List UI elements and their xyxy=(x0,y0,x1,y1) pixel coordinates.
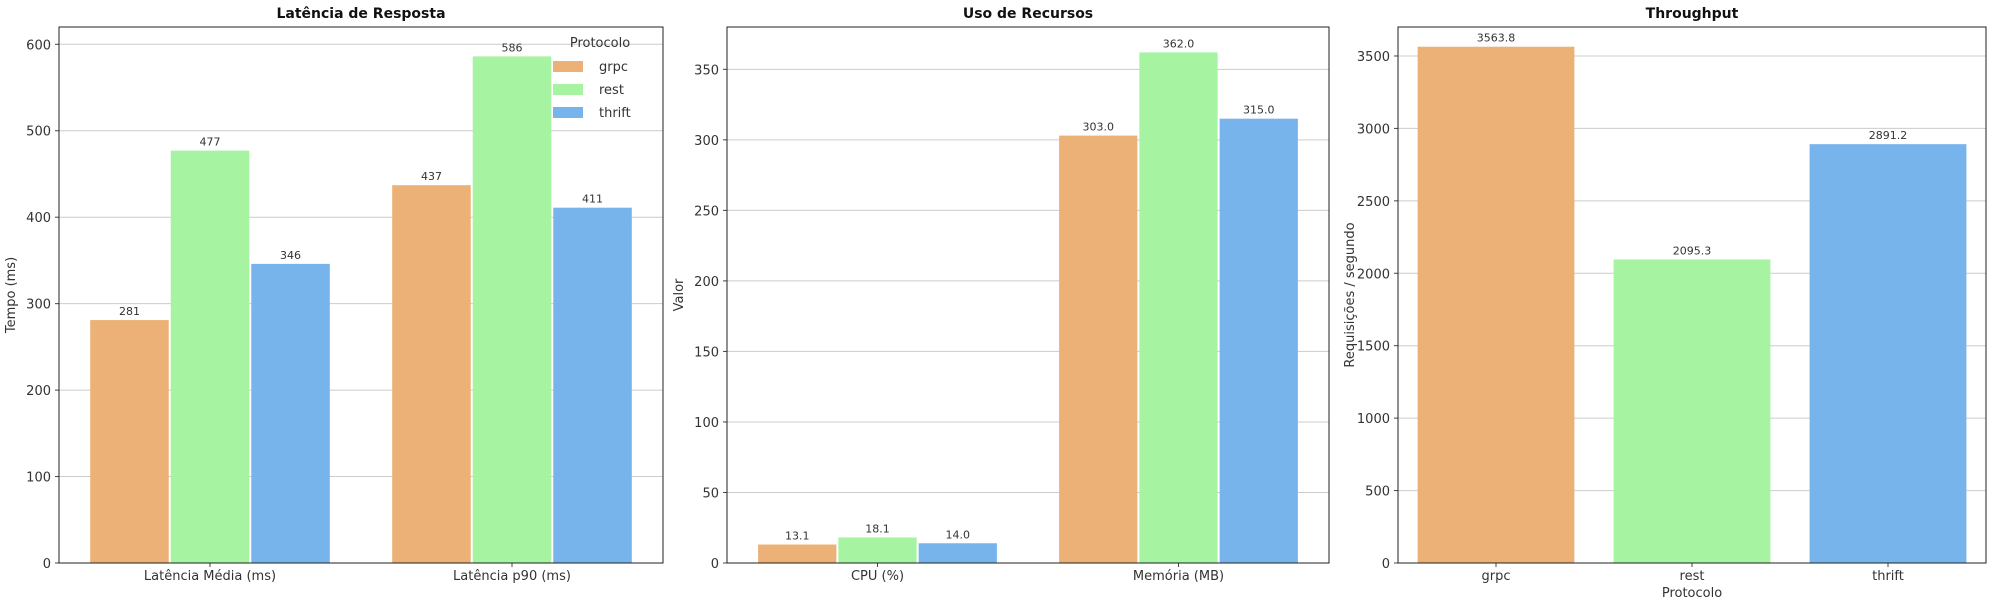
x-tick-label: Memória (MB) xyxy=(1133,569,1224,584)
y-tick-label: 100 xyxy=(26,471,51,486)
y-axis-label: Valor xyxy=(672,278,687,311)
y-tick-label: 300 xyxy=(694,134,719,149)
bar-value-label: 14.0 xyxy=(946,528,971,541)
y-tick-label: 150 xyxy=(694,345,719,360)
y-tick-label: 100 xyxy=(694,416,719,431)
y-tick-label: 2000 xyxy=(1357,267,1390,282)
chart-title: Latência de Resposta xyxy=(276,6,445,22)
bar-grpc xyxy=(1417,46,1575,564)
y-tick-label: 0 xyxy=(1382,557,1390,572)
y-tick-label: 350 xyxy=(694,63,719,78)
bar-value-label: 281 xyxy=(119,305,140,318)
bar-value-label: 13.1 xyxy=(785,530,810,543)
chart-panel-1: 0 100 200 300 400 500 600 281 437 477 586 346 411 Lat… xyxy=(4,6,664,584)
legend-label-thrift: thrift xyxy=(599,106,631,121)
chart-panel-2: 0 50 100 150 200 250 300 350 13.1 303.0 18.1 362.0 1… xyxy=(672,6,1330,584)
bar-value-label: 437 xyxy=(421,170,442,183)
y-tick-label: 3000 xyxy=(1357,122,1390,137)
y-tick-label: 300 xyxy=(26,298,51,313)
bar-value-label: 2095.3 xyxy=(1673,244,1712,257)
legend-swatch-thrift xyxy=(553,107,583,118)
y-tick-label: 500 xyxy=(1365,485,1390,500)
bar-thrift xyxy=(1809,144,1967,564)
bar-thrift xyxy=(251,263,330,563)
y-tick-label: 2500 xyxy=(1357,195,1390,210)
bar-value-label: 303.0 xyxy=(1082,121,1114,134)
chart-title: Throughput xyxy=(1646,6,1739,22)
bar-rest xyxy=(472,56,552,563)
y-tick-label: 400 xyxy=(26,211,51,226)
x-tick-label: Latência p90 (ms) xyxy=(453,569,571,584)
plot-frame xyxy=(1397,26,1987,564)
y-tick-label: 200 xyxy=(26,384,51,399)
legend-swatch-grpc xyxy=(553,61,583,72)
chart-panel-3: 0 500 1000 1500 2000 2500 3000 3500 3563.8 2095.3… xyxy=(1343,6,1987,601)
legend-title: Protocolo xyxy=(570,36,630,51)
bar-rest xyxy=(838,537,917,563)
bar-value-label: 315.0 xyxy=(1243,104,1275,117)
y-tick-label: 500 xyxy=(26,125,51,140)
bar-value-label: 477 xyxy=(200,136,221,149)
y-axis-label: Tempo (ms) xyxy=(4,257,19,334)
bar-thrift xyxy=(1219,118,1298,564)
x-tick-label: Latência Média (ms) xyxy=(144,569,276,584)
bar-grpc xyxy=(1059,135,1138,563)
x-tick-label: CPU (%) xyxy=(851,569,904,584)
bar-rest xyxy=(170,150,250,564)
chart-title: Uso de Recursos xyxy=(963,6,1093,22)
legend-label-rest: rest xyxy=(599,83,624,98)
bar-thrift xyxy=(918,543,997,563)
bar-rest xyxy=(1139,52,1218,564)
bar-thrift xyxy=(553,207,632,563)
bar-grpc xyxy=(90,320,169,563)
y-tick-label: 250 xyxy=(694,204,719,219)
legend-label-grpc: grpc xyxy=(599,60,628,75)
bar-grpc xyxy=(758,544,837,563)
x-tick-label: rest xyxy=(1680,569,1705,584)
x-tick-label: thrift xyxy=(1872,569,1904,584)
legend: Protocolo grpc rest thrift xyxy=(553,36,631,121)
y-tick-label: 3500 xyxy=(1357,50,1390,65)
bar-value-label: 411 xyxy=(582,193,603,206)
plot-frame xyxy=(58,26,664,564)
y-tick-label: 1000 xyxy=(1357,412,1390,427)
bar-grpc xyxy=(392,185,471,563)
bar-value-label: 2891.2 xyxy=(1869,129,1908,142)
x-axis-label: Protocolo xyxy=(1662,586,1722,601)
y-axis-label: Requisições / segundo xyxy=(1343,222,1358,367)
plot-frame xyxy=(726,26,1330,564)
bar-value-label: 362.0 xyxy=(1163,37,1195,50)
bar-value-label: 18.1 xyxy=(865,522,890,535)
legend-swatch-rest xyxy=(553,84,583,95)
y-tick-label: 600 xyxy=(26,38,51,53)
y-tick-label: 200 xyxy=(694,275,719,290)
x-tick-label: grpc xyxy=(1482,569,1511,584)
bar-value-label: 346 xyxy=(280,249,301,262)
y-tick-label: 0 xyxy=(43,557,51,572)
y-tick-label: 1500 xyxy=(1357,340,1390,355)
bar-rest xyxy=(1613,259,1771,563)
bar-value-label: 586 xyxy=(502,41,523,54)
y-tick-label: 0 xyxy=(711,557,719,572)
y-tick-label: 50 xyxy=(702,486,719,501)
bar-value-label: 3563.8 xyxy=(1477,32,1516,45)
